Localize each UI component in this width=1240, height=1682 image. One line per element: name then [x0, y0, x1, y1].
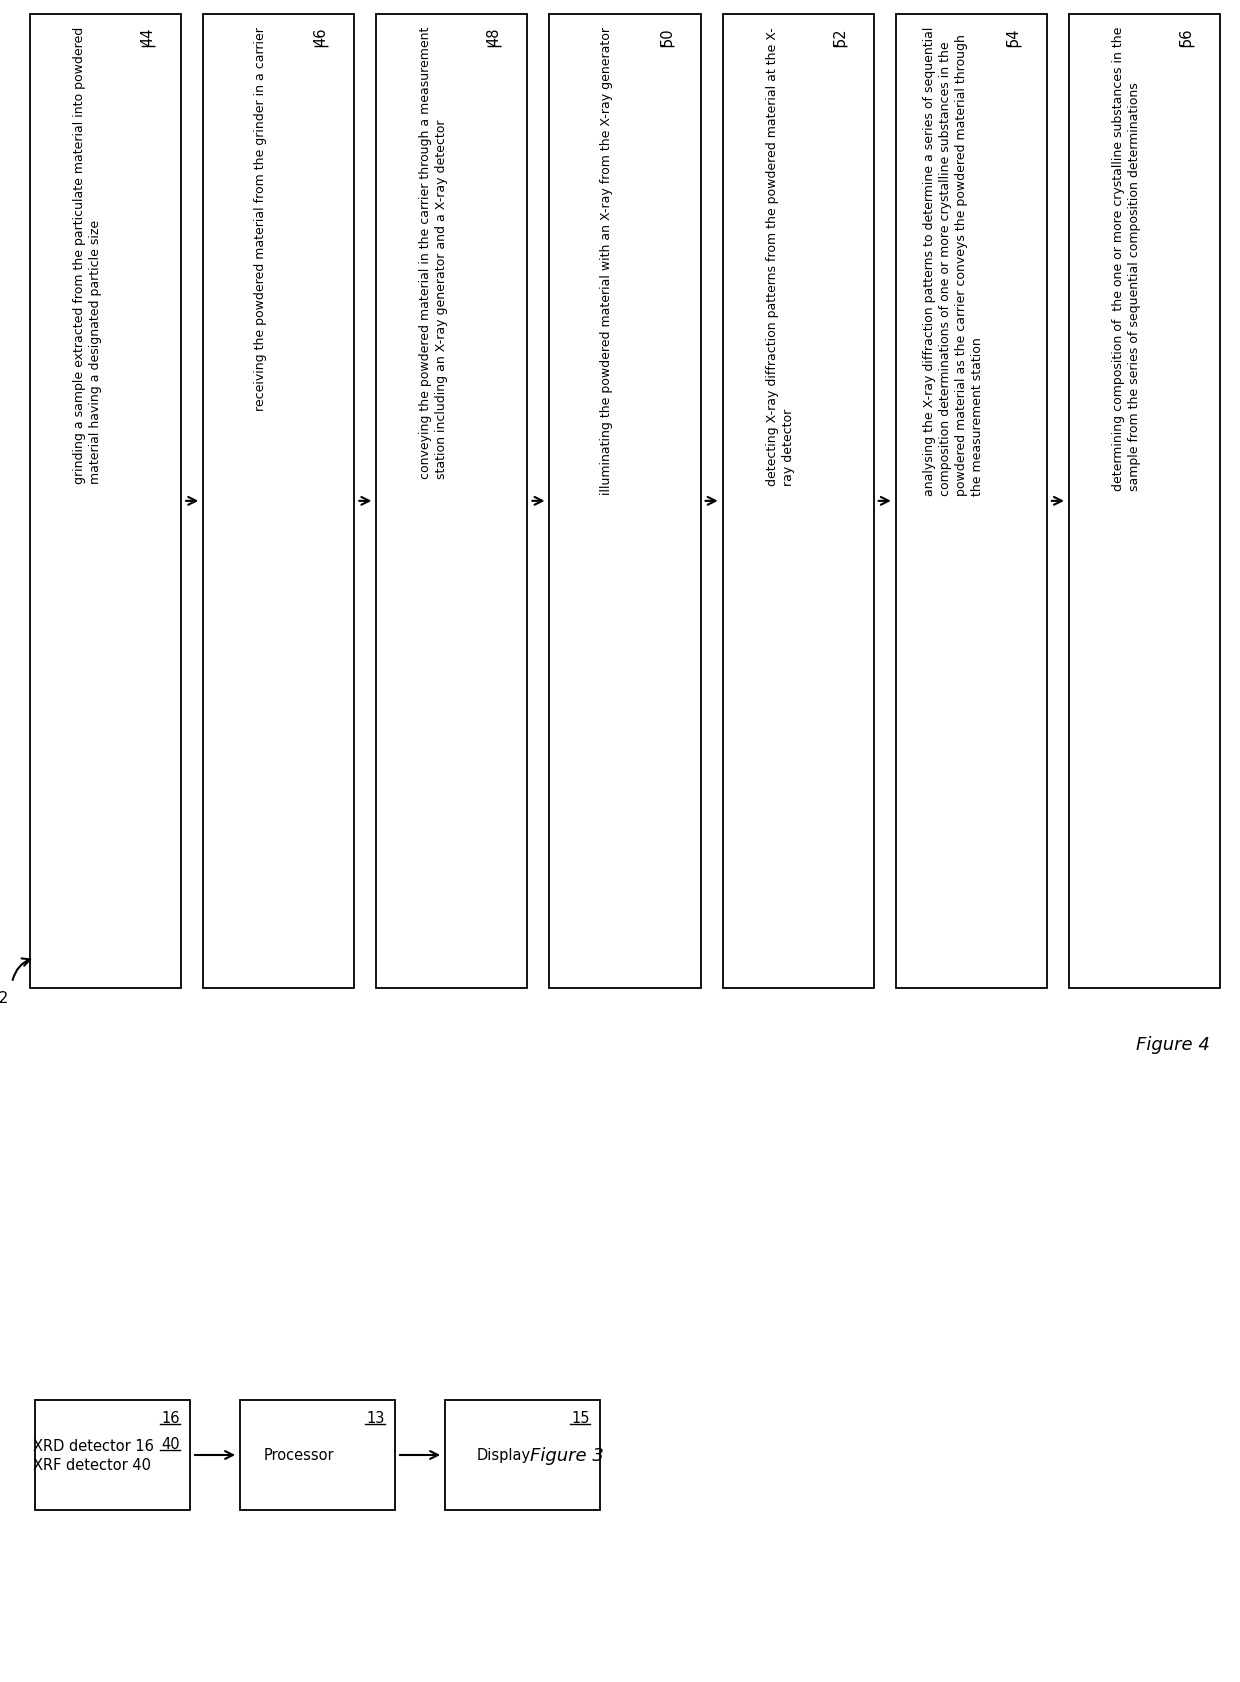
Text: 16: 16	[161, 1410, 180, 1425]
Bar	[445, 1399, 600, 1510]
Text: 54: 54	[1006, 27, 1021, 45]
Text: 50: 50	[660, 27, 675, 45]
Text: illuminating the powdered material with an X-ray from the X-ray generator: illuminating the powdered material with …	[600, 27, 614, 495]
Bar	[1069, 15, 1220, 987]
Text: Figure 4: Figure 4	[1136, 1034, 1210, 1053]
Bar	[241, 1399, 396, 1510]
Text: analysing the X-ray diffraction patterns to determine a series of sequential
com: analysing the X-ray diffraction patterns…	[923, 27, 983, 496]
Text: XRD detector 16
XRF detector 40: XRD detector 16 XRF detector 40	[33, 1438, 154, 1472]
Text: 52: 52	[833, 27, 848, 45]
Text: Processor: Processor	[264, 1448, 335, 1463]
Text: Display: Display	[477, 1448, 531, 1463]
Text: 40: 40	[161, 1436, 180, 1452]
Text: 44: 44	[140, 27, 155, 45]
Text: determining composition of  the one or more crystalline substances in the
sample: determining composition of the one or mo…	[1112, 27, 1141, 491]
Text: 48: 48	[486, 27, 502, 45]
Text: 56: 56	[1179, 27, 1194, 45]
Text: grinding a sample extracted from the particulate material into powdered
material: grinding a sample extracted from the par…	[73, 27, 102, 484]
Text: Figure 3: Figure 3	[529, 1447, 604, 1463]
Text: detecting X-ray diffraction patterns from the powdered material at the X-
ray de: detecting X-ray diffraction patterns fro…	[765, 27, 795, 486]
Text: 46: 46	[314, 27, 329, 45]
Bar	[895, 15, 1047, 987]
Bar	[376, 15, 527, 987]
Text: 15: 15	[572, 1410, 590, 1425]
Bar	[35, 1399, 190, 1510]
Bar	[30, 15, 181, 987]
Text: conveying the powdered material in the carrier through a measurement
station inc: conveying the powdered material in the c…	[419, 27, 448, 479]
Bar	[549, 15, 701, 987]
Bar	[203, 15, 355, 987]
Text: 13: 13	[367, 1410, 384, 1425]
Text: receiving the powdered material from the grinder in a carrier: receiving the powdered material from the…	[254, 27, 267, 410]
Bar	[723, 15, 874, 987]
Text: 42: 42	[0, 991, 7, 1006]
